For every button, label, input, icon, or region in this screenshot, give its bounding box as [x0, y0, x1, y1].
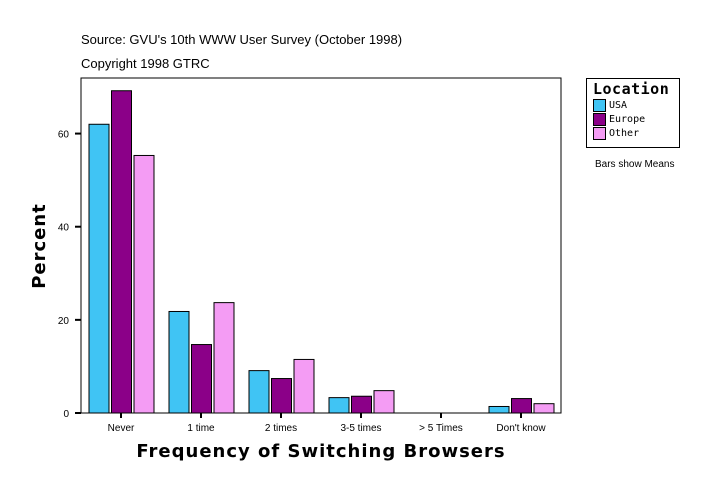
x-tick-label: > 5 Times: [419, 423, 463, 434]
x-tick-label: 1 time: [187, 423, 215, 434]
y-tick-label: 40: [58, 223, 70, 234]
legend-item-usa: USA: [593, 99, 627, 112]
bar-usa-0: [88, 123, 110, 414]
bar-other-3: [373, 390, 395, 414]
bar-other-1: [213, 302, 235, 414]
legend-item-europe: Europe: [593, 113, 645, 126]
legend: Location USA Europe Other: [586, 78, 680, 148]
y-tick-label: 60: [58, 130, 70, 141]
legend-title: Location: [593, 80, 670, 98]
y-tick-label: 0: [63, 409, 69, 420]
bar-usa-5: [488, 405, 510, 414]
bar-europe-1: [191, 344, 212, 414]
bars-show-means-note: Bars show Means: [595, 159, 675, 170]
legend-label: Other: [609, 128, 640, 139]
legend-swatch: [593, 127, 606, 140]
y-tick-label: 20: [58, 316, 70, 327]
source-note: Source: GVU's 10th WWW User Survey (Octo…: [81, 32, 403, 47]
bar-usa-1: [168, 310, 190, 414]
x-axis-label: Frequency of Switching Browsers: [136, 441, 505, 462]
plot-area: [80, 77, 562, 414]
bar-europe-3: [351, 395, 372, 414]
y-axis-label: Percent: [29, 203, 50, 289]
bar-other-2: [293, 358, 315, 414]
bar-other-0: [133, 154, 155, 414]
bar-europe-2: [271, 378, 292, 414]
bar-other-5: [533, 403, 555, 414]
legend-label: Europe: [609, 114, 646, 125]
x-tick-label: Don't know: [496, 423, 546, 434]
copyright-note: Copyright 1998 GTRC: [81, 56, 210, 71]
bar-usa-3: [328, 397, 350, 414]
x-tick-label: Never: [108, 423, 135, 434]
legend-label: USA: [609, 100, 628, 111]
legend-item-other: Other: [593, 127, 639, 140]
legend-swatch: [593, 113, 606, 126]
x-tick-label: 2 times: [265, 423, 297, 434]
bar-usa-2: [248, 370, 270, 414]
bar-europe-0: [111, 90, 132, 414]
x-tick-label: 3-5 times: [340, 423, 381, 434]
bar-europe-5: [511, 398, 532, 414]
legend-swatch: [593, 99, 606, 112]
